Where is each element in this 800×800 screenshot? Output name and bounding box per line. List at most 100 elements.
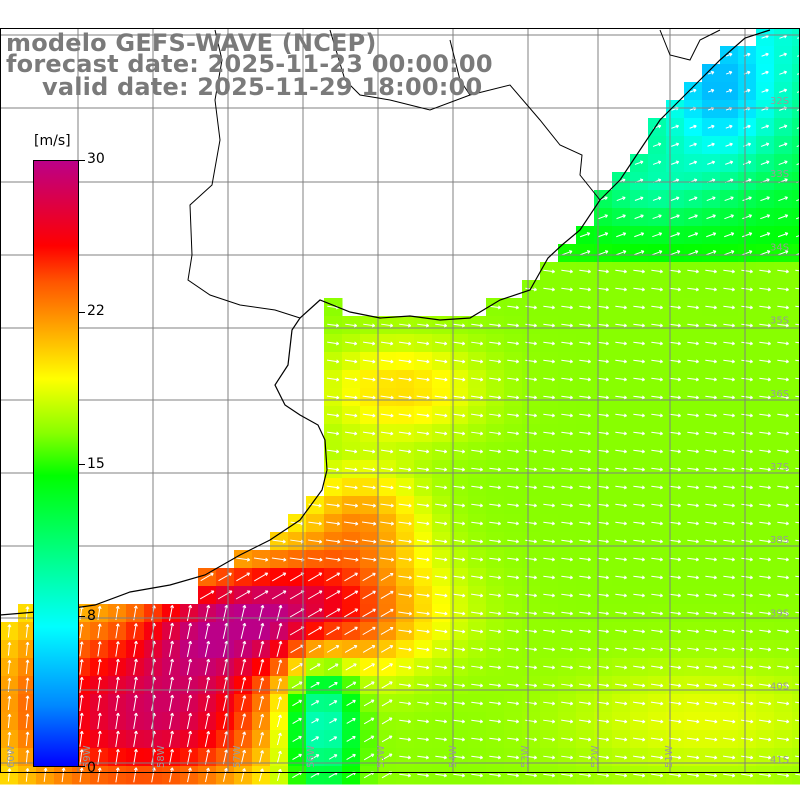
wind-arrow xyxy=(543,287,555,292)
wind-arrow xyxy=(326,377,340,382)
wind-arrow xyxy=(723,359,735,364)
border-line xyxy=(187,29,301,319)
wind-arrow xyxy=(687,395,699,400)
wind-arrow xyxy=(271,590,287,600)
wind-arrow xyxy=(652,142,662,147)
wind-arrow xyxy=(97,694,102,711)
wind-arrow xyxy=(777,683,790,688)
wind-arrow xyxy=(651,593,663,598)
wind-arrow xyxy=(615,269,627,274)
wind-arrow xyxy=(543,521,555,526)
wind-arrow xyxy=(561,755,574,760)
wind-arrow xyxy=(724,214,734,220)
wind-arrow xyxy=(507,683,520,688)
wind-arrow xyxy=(652,196,662,201)
wind-arrow xyxy=(329,736,338,742)
wind-arrow xyxy=(759,395,771,400)
wind-arrow xyxy=(615,485,627,490)
wind-arrow xyxy=(741,395,753,400)
wind-arrows xyxy=(7,34,800,783)
lat-label: 33S xyxy=(770,169,789,180)
wind-arrow xyxy=(561,539,573,544)
wind-arrow xyxy=(723,377,735,382)
wind-arrow xyxy=(723,395,735,400)
wind-arrow xyxy=(725,142,733,147)
wind-arrow xyxy=(310,681,320,688)
wind-arrow xyxy=(7,642,12,656)
wind-arrow xyxy=(507,467,519,472)
wind-arrow xyxy=(186,640,193,657)
wind-arrow xyxy=(741,665,754,670)
wind-arrow xyxy=(168,730,175,747)
wind-arrow xyxy=(380,395,394,400)
wind-arrow xyxy=(741,521,753,526)
wind-arrow xyxy=(669,377,681,382)
wind-arrow xyxy=(186,622,193,639)
wind-arrow xyxy=(380,485,394,490)
lon-label: 57W xyxy=(232,745,243,768)
wind-arrow xyxy=(525,485,537,490)
wind-arrow xyxy=(471,647,484,652)
wind-arrow xyxy=(561,773,574,778)
wind-arrow xyxy=(723,305,735,310)
wind-arrow xyxy=(363,323,376,328)
wind-arrow xyxy=(525,305,537,310)
wind-arrow xyxy=(669,539,681,544)
wind-arrow xyxy=(759,503,771,508)
wind-arrow xyxy=(579,232,591,238)
wind-arrow xyxy=(204,712,211,729)
wind-arrow xyxy=(435,701,448,706)
wind-arrow xyxy=(561,250,573,256)
wind-arrow xyxy=(614,701,628,706)
wind-arrow xyxy=(671,124,680,129)
wind-arrow xyxy=(276,678,283,692)
wind-arrow xyxy=(759,539,771,544)
wind-arrow xyxy=(326,572,341,582)
wind-arrow xyxy=(452,611,466,616)
wind-arrow xyxy=(416,359,430,364)
wind-arrow xyxy=(204,730,211,747)
wind-arrow xyxy=(777,269,789,274)
wind-arrow xyxy=(633,503,645,508)
wind-cell xyxy=(792,244,800,263)
wind-arrow xyxy=(634,160,644,165)
wind-arrow xyxy=(381,663,393,671)
wind-arrow xyxy=(725,52,733,57)
wind-arrow xyxy=(543,341,555,346)
wind-arrow xyxy=(579,539,591,544)
wind-arrow xyxy=(669,287,681,292)
wind-arrow xyxy=(795,323,800,326)
wind-arrow xyxy=(597,755,610,760)
wind-arrow xyxy=(615,683,628,688)
wind-arrow xyxy=(453,341,466,346)
wind-arrow xyxy=(652,160,662,165)
wind-arrow xyxy=(561,575,573,580)
wind-arrow xyxy=(722,719,736,724)
wind-arrow xyxy=(561,683,574,688)
wind-arrow xyxy=(204,658,211,675)
wind-arrow xyxy=(344,395,358,400)
wind-arrow xyxy=(597,683,610,688)
wind-arrow xyxy=(416,539,430,544)
wind-arrow xyxy=(434,431,448,436)
wind-arrow xyxy=(7,731,12,746)
wind-arrow xyxy=(741,287,753,292)
wind-cell xyxy=(792,118,800,137)
wind-arrow xyxy=(453,773,465,778)
wind-arrow xyxy=(741,575,753,580)
wind-arrow xyxy=(686,683,700,688)
wind-arrow xyxy=(740,737,754,742)
wind-arrow xyxy=(525,449,537,454)
wind-arrow xyxy=(362,341,376,346)
wind-arrow xyxy=(723,413,735,418)
wind-arrow xyxy=(344,431,358,436)
wind-arrow xyxy=(579,773,592,778)
wind-arrow xyxy=(398,503,412,508)
wind-arrow xyxy=(759,683,772,688)
wind-arrow xyxy=(326,521,341,526)
wind-arrow xyxy=(723,593,735,598)
wind-arrow xyxy=(258,750,264,764)
wind-arrow xyxy=(240,622,247,639)
wind-arrow xyxy=(669,521,681,526)
wind-arrow xyxy=(651,773,664,778)
